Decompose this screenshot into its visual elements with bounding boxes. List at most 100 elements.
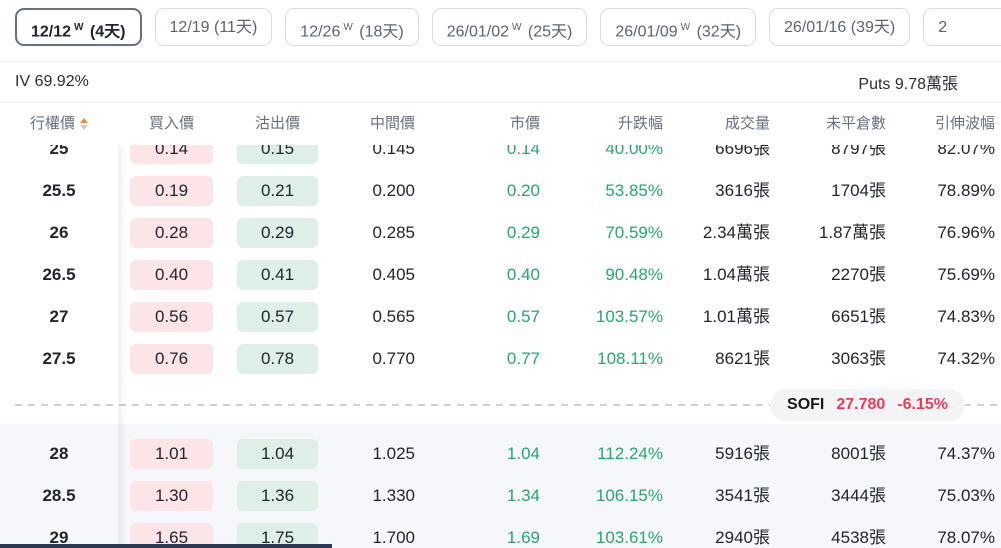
column-header-4: 市價 [425,103,550,145]
tab-expiry-12/12[interactable]: 12/12 W (4天) [15,8,142,46]
ask-price[interactable]: 1.04 [237,439,318,469]
underlying-change: -6.15% [897,396,948,413]
volume: 2.34萬張 [702,223,770,242]
mid-price: 1.025 [372,444,415,463]
tab-expiry-26/01/09[interactable]: 26/01/09 W (32天) [600,8,757,46]
implied-volatility: 78.89% [937,181,995,200]
strike-price: 27 [49,307,69,326]
ask-price[interactable]: 0.29 [237,218,318,248]
open-interest: 4538張 [831,528,886,547]
strike-price: 25.5 [42,181,76,200]
bid-price[interactable]: 0.14 [130,145,213,164]
weekly-marker: W [343,22,353,33]
change-percent: 90.48% [605,265,663,284]
bid-price[interactable]: 0.56 [130,302,213,332]
tab-expiry-26/01/16[interactable]: 26/01/16 (39天) [769,8,911,46]
strike-price: 29 [49,528,69,547]
strike-price: 28.5 [42,486,76,505]
bid-price[interactable]: 1.65 [130,523,213,548]
strike-price: 25 [49,145,69,158]
implied-volatility: 76.96% [937,223,995,242]
column-header-label: 未平倉數 [825,115,886,132]
tab-date: 12/12 [31,23,72,41]
column-header-3: 中間價 [330,103,425,145]
last-price: 1.34 [506,486,540,505]
ask-price[interactable]: 0.41 [237,260,318,290]
ask-price[interactable]: 1.36 [237,481,318,511]
implied-volatility: 78.07% [937,528,995,547]
option-row-28[interactable]: 28 1.01 1.04 1.025 1.04 112.24% 5916張 8001張 74.3… [0,433,1001,475]
volume: 1.01萬張 [702,307,770,326]
volume: 3541張 [715,486,770,505]
bid-price[interactable]: 0.76 [130,344,213,374]
bid-price[interactable]: 1.30 [130,481,213,511]
change-percent: 112.24% [597,444,663,463]
ask-cell: 1.75 [225,517,330,548]
column-header-6: 成交量 [673,103,780,145]
strike-price: 27.5 [42,349,76,368]
horizontal-scrollbar-thumb[interactable] [0,544,332,548]
column-header-2: 沽出價 [225,103,330,145]
option-row-29[interactable]: 29 1.65 1.75 1.700 1.69 103.61% 2940張 4538張 78.0… [0,517,1001,548]
tab-date: 2 [938,19,948,36]
underlying-quote-pill[interactable]: SOFI 27.780 -6.15% [770,389,965,421]
column-header-label: 成交量 [724,115,770,132]
option-row-27[interactable]: 27 0.56 0.57 0.565 0.57 103.57% 1.01萬張 6651張 74.… [0,296,1001,338]
ask-price[interactable]: 0.78 [237,344,318,374]
bid-cell: 0.28 [118,212,225,254]
expiry-tabs: 12/12 W (4天) 12/19 (11天) 12/26 W (18天) 26/01/… [15,8,1001,50]
change-percent: 53.85% [605,181,663,200]
change-percent: 103.57% [595,307,663,326]
bid-price[interactable]: 0.19 [130,176,213,206]
ask-price[interactable]: 0.57 [237,302,318,332]
mid-price: 1.330 [372,486,415,505]
tab-expiry-12/26[interactable]: 12/26 W (18天) [285,8,419,46]
implied-volatility: 74.32% [937,349,995,368]
column-header-label: 行權價 [29,115,75,132]
implied-volatility: 82.07% [937,145,995,158]
option-row-25.5[interactable]: 25.5 0.19 0.21 0.200 0.20 53.85% 3616張 1704張 78.… [0,170,1001,212]
ask-price[interactable]: 0.21 [237,176,318,206]
last-price: 0.57 [506,307,540,326]
last-price: 1.69 [506,528,540,547]
tab-date: 26/01/09 [615,23,678,41]
mid-price: 0.200 [372,181,415,200]
iv-value: IV 69.92% [15,73,89,90]
open-interest: 3063張 [831,349,886,368]
option-row-26[interactable]: 26 0.28 0.29 0.285 0.29 70.59% 2.34萬張 1.87萬張 76.… [0,212,1001,254]
tab-expiry-26/01/02[interactable]: 26/01/02 W (25天) [431,8,588,46]
open-interest: 6651張 [831,307,886,326]
ask-cell: 0.78 [225,338,330,380]
mid-price: 0.285 [372,223,415,242]
last-price: 0.40 [506,265,540,284]
mid-price: 0.405 [372,265,415,284]
bid-price[interactable]: 0.28 [130,218,213,248]
tab-expiry-2[interactable]: 2 [923,8,1001,46]
bid-price[interactable]: 0.40 [130,260,213,290]
column-header-label: 沽出價 [254,115,300,132]
option-row-26.5[interactable]: 26.5 0.40 0.41 0.405 0.40 90.48% 1.04萬張 2270張 75… [0,254,1001,296]
change-percent: 106.15% [595,486,663,505]
column-header-0[interactable]: 行權價 [0,103,118,145]
strike-price: 26 [49,223,69,242]
bid-cell: 0.76 [118,338,225,380]
implied-volatility: 75.03% [937,486,995,505]
column-header-label: 買入價 [148,115,194,132]
last-price: 0.29 [506,223,540,242]
mid-price: 0.145 [372,145,415,158]
option-row-28.5[interactable]: 28.5 1.30 1.36 1.330 1.34 106.15% 3541張 3444張 75… [0,475,1001,517]
bid-cell: 0.14 [118,145,225,170]
column-header-5: 升跌幅 [550,103,673,145]
option-row-27.5[interactable]: 27.5 0.76 0.78 0.770 0.77 108.11% 8621張 3063張 74… [0,338,1001,380]
tab-expiry-12/19[interactable]: 12/19 (11天) [154,8,273,46]
volume: 6696張 [715,145,770,158]
bid-price[interactable]: 1.01 [130,439,213,469]
ask-price[interactable]: 1.75 [237,523,318,548]
column-header-1: 買入價 [118,103,225,145]
sort-icon[interactable] [80,118,88,131]
ask-price[interactable]: 0.15 [237,145,318,164]
tab-days: (18天) [359,23,404,41]
open-interest: 1.87萬張 [818,223,886,242]
option-row-25[interactable]: 25 0.14 0.15 0.145 0.14 40.00% 6696張 8797張 82.07… [0,145,1001,170]
change-percent: 103.61% [595,528,663,547]
